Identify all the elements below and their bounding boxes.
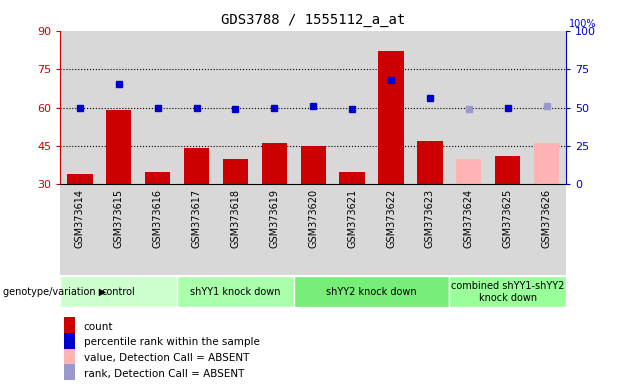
Text: GSM373620: GSM373620 bbox=[308, 189, 318, 248]
Bar bbox=[294, 31, 333, 184]
Bar bbox=[456, 159, 481, 184]
Bar bbox=[410, 31, 450, 184]
Bar bbox=[301, 146, 326, 184]
Bar bbox=[255, 184, 294, 275]
Bar bbox=[64, 349, 76, 367]
Text: GSM373614: GSM373614 bbox=[75, 189, 85, 248]
Bar bbox=[294, 276, 450, 307]
Bar bbox=[340, 172, 365, 184]
Bar bbox=[294, 184, 333, 275]
Text: shYY2 knock down: shYY2 knock down bbox=[326, 287, 417, 297]
Text: GSM373618: GSM373618 bbox=[230, 189, 240, 248]
Bar bbox=[216, 31, 255, 184]
Bar bbox=[145, 172, 170, 184]
Bar bbox=[177, 31, 216, 184]
Text: combined shYY1-shYY2
knock down: combined shYY1-shYY2 knock down bbox=[451, 281, 564, 303]
Bar bbox=[60, 276, 177, 307]
Text: GSM373617: GSM373617 bbox=[191, 189, 202, 248]
Bar bbox=[450, 184, 488, 275]
Bar bbox=[410, 184, 450, 275]
Text: GSM373615: GSM373615 bbox=[114, 189, 124, 248]
Text: GSM373621: GSM373621 bbox=[347, 189, 357, 248]
Bar bbox=[99, 31, 138, 184]
Bar bbox=[184, 149, 209, 184]
Bar bbox=[67, 174, 92, 184]
Bar bbox=[177, 184, 216, 275]
Bar bbox=[371, 31, 410, 184]
Text: control: control bbox=[102, 287, 135, 297]
Bar bbox=[495, 156, 520, 184]
Bar bbox=[333, 31, 371, 184]
Bar bbox=[255, 31, 294, 184]
Bar bbox=[488, 31, 527, 184]
Bar bbox=[99, 184, 138, 275]
Text: shYY1 knock down: shYY1 knock down bbox=[190, 287, 280, 297]
Bar bbox=[216, 184, 255, 275]
Bar bbox=[261, 143, 287, 184]
Bar bbox=[177, 276, 294, 307]
Bar bbox=[60, 31, 99, 184]
Text: percentile rank within the sample: percentile rank within the sample bbox=[83, 337, 259, 347]
Bar bbox=[371, 184, 410, 275]
Bar bbox=[527, 31, 566, 184]
Title: GDS3788 / 1555112_a_at: GDS3788 / 1555112_a_at bbox=[221, 13, 405, 27]
Bar bbox=[106, 110, 132, 184]
Text: GSM373625: GSM373625 bbox=[502, 189, 513, 248]
Bar bbox=[378, 51, 404, 184]
Bar bbox=[534, 143, 559, 184]
Bar bbox=[333, 184, 371, 275]
Bar bbox=[64, 364, 76, 383]
Bar bbox=[223, 159, 248, 184]
Text: GSM373619: GSM373619 bbox=[269, 189, 279, 248]
Bar bbox=[527, 184, 566, 275]
Bar bbox=[60, 184, 99, 275]
Bar bbox=[450, 31, 488, 184]
Text: GSM373623: GSM373623 bbox=[425, 189, 435, 248]
Text: GSM373626: GSM373626 bbox=[542, 189, 551, 248]
Text: GSM373622: GSM373622 bbox=[386, 189, 396, 248]
Text: genotype/variation ▶: genotype/variation ▶ bbox=[3, 287, 106, 297]
Text: rank, Detection Call = ABSENT: rank, Detection Call = ABSENT bbox=[83, 369, 244, 379]
Bar bbox=[138, 31, 177, 184]
Text: 100%: 100% bbox=[569, 19, 597, 29]
Bar bbox=[450, 276, 566, 307]
Bar bbox=[64, 333, 76, 351]
Text: GSM373624: GSM373624 bbox=[464, 189, 474, 248]
Bar bbox=[64, 318, 76, 336]
Bar bbox=[138, 184, 177, 275]
Bar bbox=[488, 184, 527, 275]
Text: count: count bbox=[83, 322, 113, 332]
Bar bbox=[417, 141, 443, 184]
Text: GSM373616: GSM373616 bbox=[153, 189, 163, 248]
Text: value, Detection Call = ABSENT: value, Detection Call = ABSENT bbox=[83, 353, 249, 363]
